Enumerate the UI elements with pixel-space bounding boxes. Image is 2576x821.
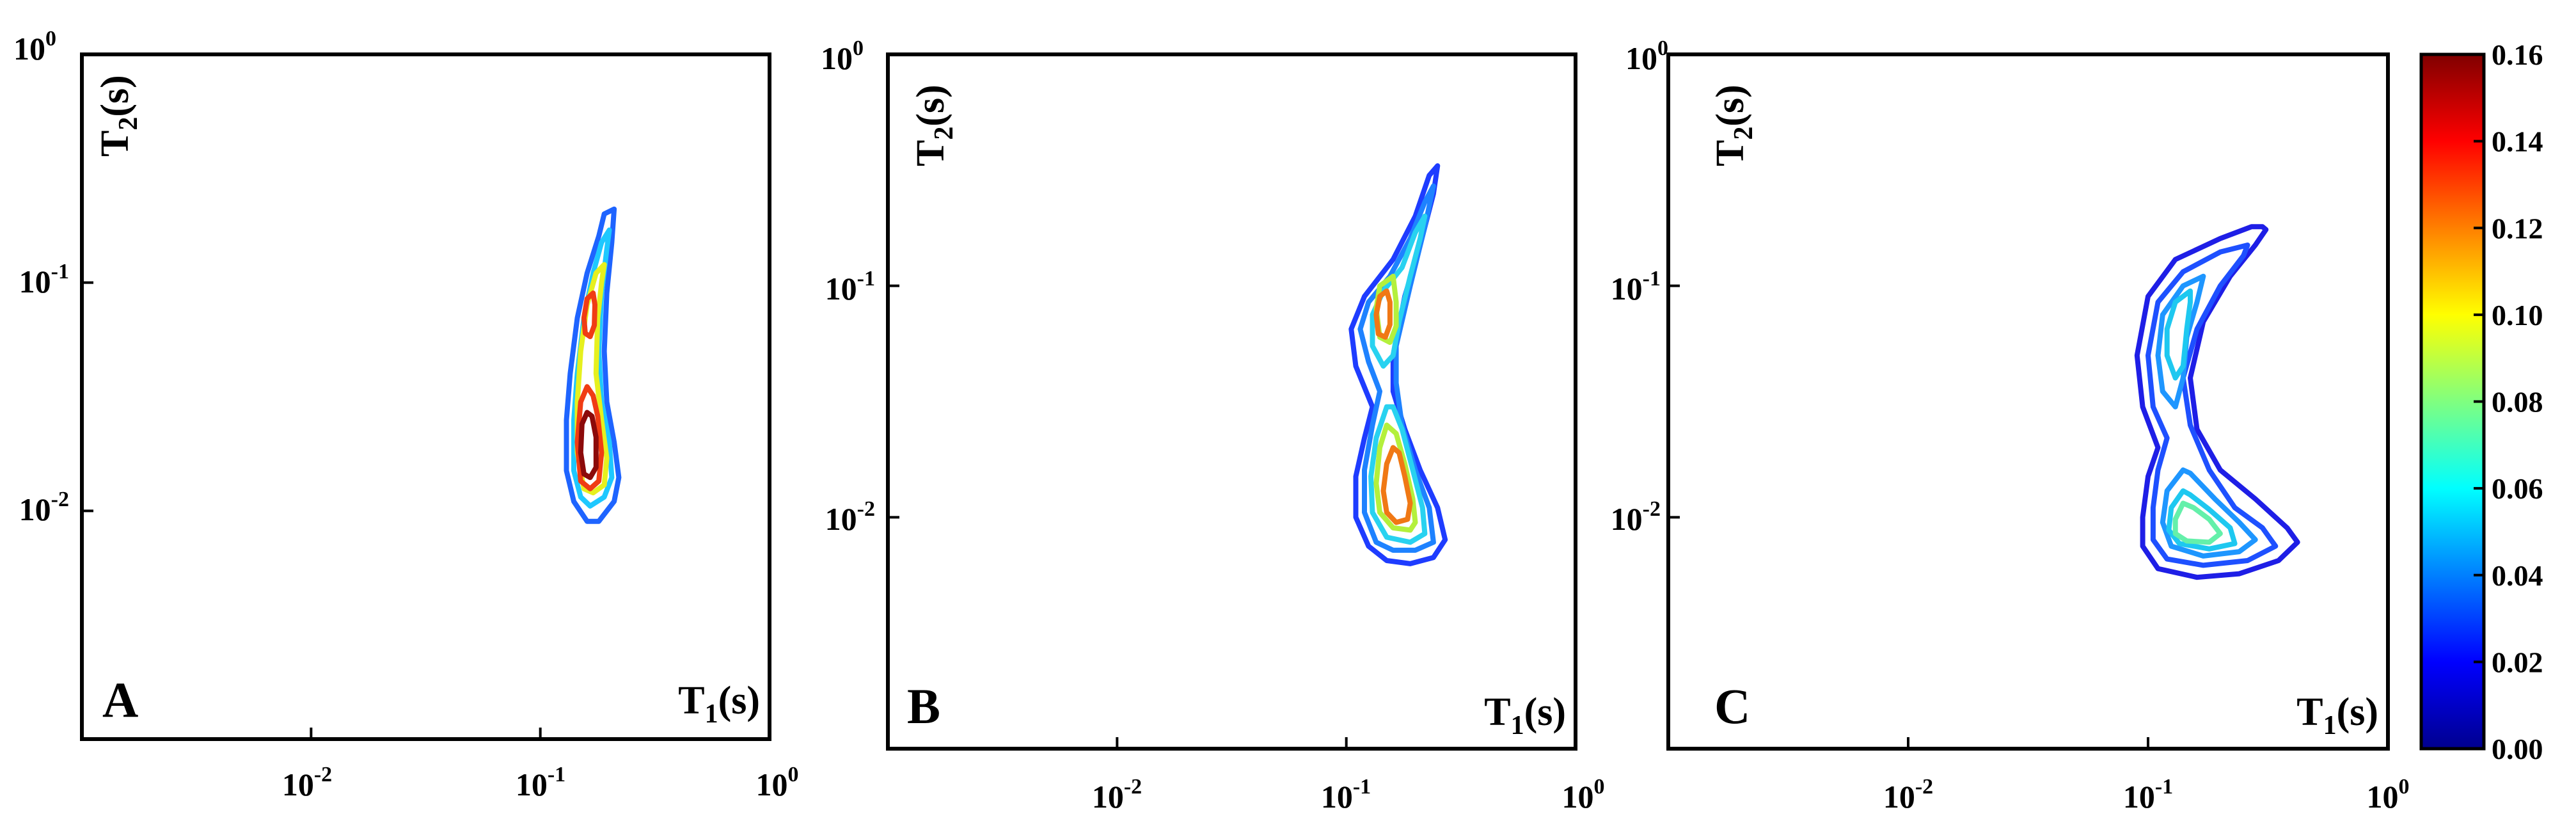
panel-c-xlabel: T1(s)	[2296, 690, 2378, 740]
panel-c-contour-level-0_01-0	[2134, 224, 2300, 580]
panel-c-axes-box	[1666, 52, 2390, 751]
panel-b: 100 10-1 10-2 10-2 10-1 100 T2(s) T1(s) …	[821, 36, 1605, 815]
panel-a-xlabel: T1(s)	[678, 679, 760, 729]
panel-a-ylabel: T2(s)	[93, 75, 143, 157]
panel-c-xtick-label-10-2: 10-2	[1883, 775, 1933, 815]
colorbar-tick-label-0.04: 0.04	[2492, 559, 2543, 592]
colorbar-tick-label-0.16: 0.16	[2492, 38, 2543, 71]
panel-c-ytick-label-10-1: 10-1	[1611, 267, 1661, 307]
panel-a-xtick-label-10-2: 10-2	[282, 763, 332, 802]
panel-a-xtick-label-10-1: 10-1	[516, 763, 565, 802]
panel-c-contour-level-0_05-5	[2166, 488, 2238, 552]
panel-b-ylabel: T2(s)	[909, 84, 959, 166]
panel-b-ytick-label-10-0: 100	[821, 36, 864, 76]
panel-b-contour-level-0_09-5	[1373, 273, 1399, 345]
panel-b-xtick-label-10-0: 100	[1562, 775, 1605, 815]
panel-b-contour-level-0_12-7	[1380, 445, 1413, 525]
panel-b-contour-level-0_12-6	[1373, 288, 1393, 340]
panel-a-contour-level-0_15-5	[578, 410, 599, 481]
panel-a-ticks	[82, 281, 542, 739]
panel-c-contour-level-0_02-1	[2145, 243, 2279, 568]
panel-b-ticks	[888, 284, 1348, 749]
panel-c-ytick-label-10-0: 100	[1625, 36, 1668, 76]
panel-c-contours	[2134, 224, 2300, 580]
panel-c-label: C	[1714, 678, 1750, 734]
panel-a-label: A	[102, 672, 138, 728]
panel-a-ytick-label-10-2: 10-2	[19, 488, 69, 527]
colorbar-gradient	[2419, 52, 2486, 751]
panel-b-contour-level-0_065-3	[1368, 404, 1428, 545]
colorbar-tick-label-0.06: 0.06	[2492, 472, 2543, 505]
colorbar-tick-label-0.10: 0.10	[2492, 299, 2543, 331]
colorbar-tick-label-0.00: 0.00	[2492, 733, 2543, 765]
panel-c-ytick-label-10-2: 10-2	[1611, 497, 1661, 537]
panel-b-xlabel: T1(s)	[1484, 690, 1566, 740]
panel-b-label: B	[907, 678, 940, 734]
panel-c-contour-level-0_035-2	[2155, 273, 2206, 410]
panel-a-axes-box	[80, 52, 771, 741]
panel-a-contour-level-0_02-0	[564, 206, 622, 524]
panel-c-contour-level-0_05-4	[2164, 288, 2193, 381]
panel-b-contour-level-0_04-1	[1357, 183, 1436, 553]
colorbar-tick-label-0.14: 0.14	[2492, 125, 2543, 158]
panel-c-xtick-label-10-0: 100	[2367, 775, 2410, 815]
panel-b-ytick-label-10-2: 10-2	[825, 497, 875, 537]
panel-b-contour-level-0_06-2	[1370, 213, 1428, 369]
panel-a-contours	[564, 206, 622, 524]
panel-c: 100 10-1 10-2 10-2 10-1 100 T2(s) T1(s) …	[1611, 36, 2410, 815]
colorbar-tick-label-0.08: 0.08	[2492, 386, 2543, 418]
colorbar-tick-label-0.02: 0.02	[2492, 646, 2543, 678]
panel-b-contours	[1348, 163, 1448, 566]
panel-a: 100 10-1 10-2 10-2 10-1 100 T2(s) T1(s) …	[13, 27, 799, 802]
colorbar: 0.00 0.02 0.04 0.06 0.08 0.10 0.12 0.14 0.16	[2419, 38, 2543, 765]
panel-a-ytick-label-10-0: 100	[13, 27, 56, 67]
panel-b-xtick-label-10-2: 10-2	[1092, 775, 1142, 815]
panel-a-contour-level-0_13-3	[581, 291, 597, 339]
panel-c-contour-level-0_035-3	[2160, 467, 2258, 559]
panel-c-ylabel: T2(s)	[1709, 84, 1758, 166]
panel-b-axes-box	[886, 52, 1577, 751]
panel-a-xtick-label-10-0: 100	[756, 763, 799, 802]
panel-b-xtick-label-10-1: 10-1	[1321, 775, 1371, 815]
panel-c-ticks	[1668, 284, 2149, 749]
panel-c-contour-level-0_07-6	[2172, 500, 2223, 545]
panel-b-ytick-label-10-1: 10-1	[825, 267, 875, 307]
panel-a-tick-labels: 100 10-1 10-2 10-2 10-1 100	[13, 27, 799, 802]
panel-a-contour-level-0_12-4	[574, 384, 604, 491]
colorbar-ticks: 0.00 0.02 0.04 0.06 0.08 0.10 0.12 0.14 0.16	[2474, 38, 2543, 765]
panel-c-xtick-label-10-1: 10-1	[2123, 775, 2173, 815]
panel-a-ytick-label-10-1: 10-1	[19, 260, 69, 299]
colorbar-tick-label-0.12: 0.12	[2492, 212, 2543, 244]
